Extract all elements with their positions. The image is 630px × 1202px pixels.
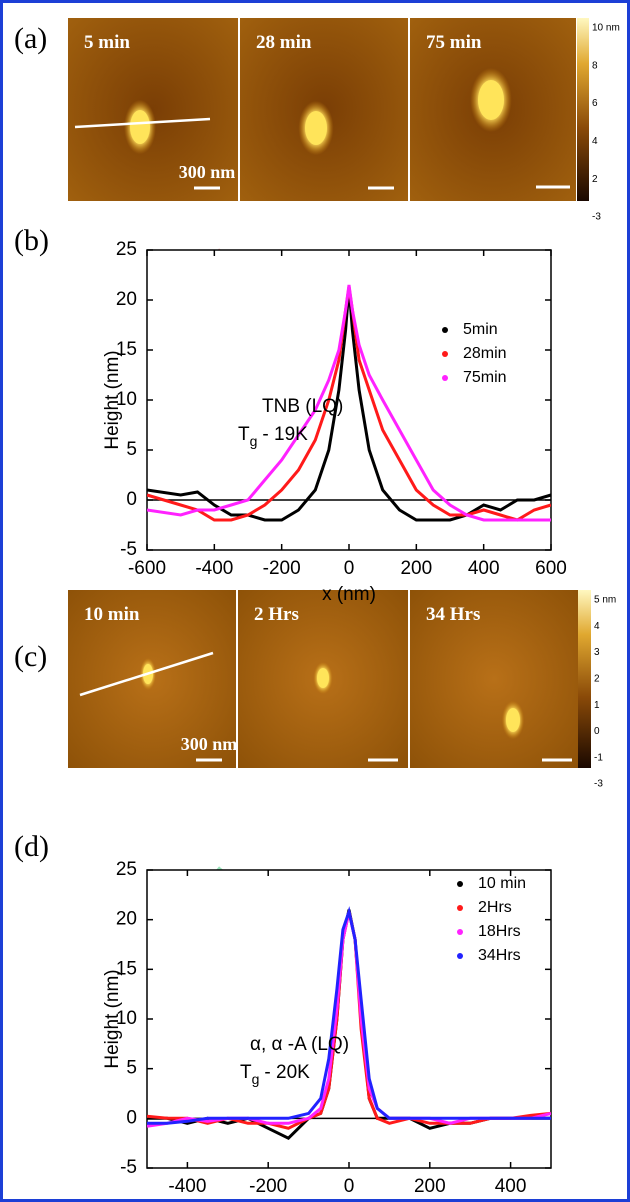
afm-feature-core [506, 708, 520, 732]
colorbar-label: 8 [592, 60, 598, 71]
legend-label: 2Hrs [478, 899, 512, 916]
afm-feature-core [478, 80, 504, 120]
data-line [147, 906, 551, 1125]
y-tick-label: 20 [116, 909, 137, 930]
legend-marker [457, 905, 463, 911]
legend-marker [457, 881, 463, 887]
scale-label: 300 nm [181, 734, 238, 754]
colorbar-label: 10 nm [592, 23, 620, 34]
colorbar-label: 2 [592, 174, 598, 185]
tg-text: - 19K [262, 424, 308, 445]
legend-marker [457, 929, 463, 935]
x-axis-label: x (nm) [322, 584, 376, 605]
colorbar-label: -3 [592, 212, 601, 223]
data-line [147, 284, 551, 522]
panel-label: (a) [14, 22, 47, 55]
legend-label: 28min [463, 345, 507, 362]
legend-marker [442, 351, 448, 357]
y-tick-label: 10 [116, 389, 137, 410]
tg-text: - 20K [264, 1062, 310, 1083]
tg-subscript: g [252, 1071, 260, 1087]
y-tick-label: 25 [116, 239, 137, 260]
x-tick-label: 400 [468, 558, 500, 579]
afm-time-label: 28 min [256, 32, 312, 53]
legend-label: 10 min [478, 875, 526, 892]
glass-transition: Tg - 19K [238, 424, 308, 449]
y-tick-label: 5 [126, 1058, 137, 1079]
x-tick-label: 200 [400, 558, 432, 579]
afm-time-label: 2 Hrs [254, 604, 299, 625]
afm-time-label: 34 Hrs [426, 604, 480, 625]
y-tick-label: -5 [120, 1157, 137, 1178]
legend-label: 18Hrs [478, 923, 521, 940]
legend-label: 75min [463, 369, 507, 386]
x-tick-label: -600 [128, 558, 166, 579]
x-tick-label: 600 [535, 558, 567, 579]
y-tick-label: -5 [120, 539, 137, 560]
colorbar-label: 2 [594, 673, 600, 684]
y-tick-label: 15 [116, 958, 137, 979]
legend-label: 34Hrs [478, 947, 521, 964]
legend-marker [442, 375, 448, 381]
x-tick-label: 0 [344, 558, 355, 579]
legend-marker [442, 327, 448, 333]
profile-line [79, 651, 214, 697]
colorbar-label: 6 [592, 98, 598, 109]
afm-time-label: 10 min [84, 604, 140, 625]
y-axis-label: Height (nm) [102, 969, 123, 1068]
colorbar-label: 1 [594, 700, 600, 711]
colorbar-label: -3 [594, 779, 603, 790]
tg-symbol: T [238, 424, 250, 445]
afm-image [410, 590, 578, 768]
colorbar-label: 3 [594, 647, 600, 658]
profile-line [74, 117, 211, 129]
panel-label: (b) [14, 224, 49, 257]
tg-symbol: T [240, 1062, 252, 1083]
y-tick-label: 10 [116, 1008, 137, 1029]
y-axis-label: Height (nm) [102, 350, 123, 449]
colorbar-label: -1 [594, 752, 603, 763]
y-tick-label: 5 [126, 439, 137, 460]
colorbar-label: 5 nm [594, 595, 616, 606]
x-tick-label: -200 [263, 558, 301, 579]
y-tick-label: 15 [116, 339, 137, 360]
x-tick-label: -200 [249, 1176, 287, 1197]
colorbar [578, 590, 591, 768]
legend-marker [457, 953, 463, 959]
panel-label: (d) [14, 830, 49, 863]
molecule-name: TNB (LQ) [262, 396, 343, 417]
panel-label: (c) [14, 640, 47, 673]
colorbar-label: 4 [592, 136, 598, 147]
colorbar [577, 18, 589, 201]
y-tick-label: 25 [116, 859, 137, 880]
legend-label: 5min [463, 321, 498, 338]
colorbar-label: 4 [594, 621, 600, 632]
afm-feature-core [317, 668, 329, 688]
scale-label: 300 nm [179, 162, 236, 182]
x-tick-label: -400 [195, 558, 233, 579]
tg-subscript: g [250, 433, 258, 449]
afm-image [68, 18, 238, 201]
y-tick-label: 20 [116, 289, 137, 310]
molecule-name: α, α -A (LQ) [250, 1034, 349, 1055]
afm-feature-core [305, 111, 327, 145]
afm-time-label: 5 min [84, 32, 130, 53]
y-tick-label: 0 [126, 489, 137, 510]
x-tick-label: -400 [168, 1176, 206, 1197]
glass-transition: Tg - 20K [240, 1062, 310, 1087]
afm-time-label: 75 min [426, 32, 482, 53]
x-tick-label: 200 [414, 1176, 446, 1197]
x-tick-label: 400 [495, 1176, 527, 1197]
y-tick-label: 0 [126, 1107, 137, 1128]
afm-feature-core [130, 110, 150, 144]
colorbar-label: 0 [594, 726, 600, 737]
x-tick-label: 0 [344, 1176, 355, 1197]
